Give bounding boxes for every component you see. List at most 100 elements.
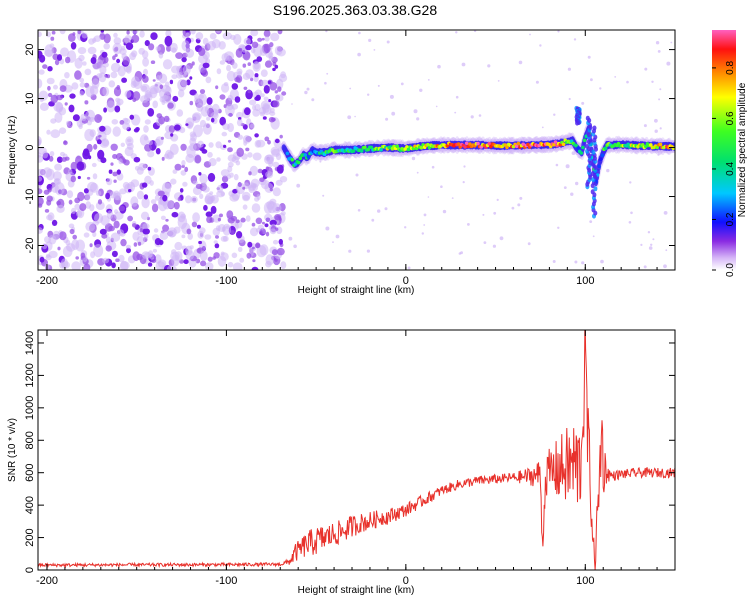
noise-blob (135, 127, 140, 132)
noise-dot (529, 33, 531, 36)
noise-blob (139, 228, 143, 233)
noise-dot (557, 226, 560, 229)
noise-blob (42, 243, 48, 250)
noise-blob (105, 236, 111, 244)
noise-blob (151, 203, 159, 213)
ridge-core (600, 153, 605, 157)
noise-blob (118, 158, 123, 165)
noise-blob (84, 128, 95, 142)
noise-blob (254, 103, 261, 112)
noise-blob (234, 96, 241, 103)
noise-blob (47, 188, 52, 193)
noise-blob (49, 151, 55, 157)
noise-blob (144, 144, 152, 152)
noise-blob (182, 64, 191, 75)
noise-blob (210, 194, 219, 204)
noise-blob (70, 175, 77, 183)
noise-blob (281, 91, 287, 96)
noise-dot (440, 185, 443, 188)
noise-blob (55, 102, 64, 113)
noise-dot (493, 211, 497, 215)
ridge-core (303, 153, 308, 157)
colorbar-tick-label: 0.8 (725, 61, 736, 75)
noise-blob (39, 256, 45, 263)
noise-blob (239, 257, 245, 263)
noise-blob (139, 30, 145, 38)
noise-dot (657, 50, 661, 53)
noise-blob (105, 245, 112, 252)
noise-blob (56, 204, 65, 213)
noise-blob (68, 33, 76, 42)
noise-blob (74, 203, 81, 210)
noise-blob (236, 147, 244, 157)
noise-blob (132, 251, 140, 262)
noise-blob (230, 216, 238, 221)
noise-blob (120, 261, 130, 270)
noise-dot (654, 129, 658, 133)
noise-dot (567, 67, 572, 71)
noise-dot (518, 60, 523, 65)
noise-blob (100, 30, 104, 33)
noise-blob (115, 258, 120, 263)
noise-blob (50, 36, 55, 41)
noise-blob (219, 60, 226, 65)
noise-blob (46, 183, 53, 191)
noise-dot (411, 156, 416, 161)
noise-blob (205, 211, 213, 218)
noise-blob (226, 70, 236, 82)
noise-blob (247, 62, 252, 66)
noise-blob (99, 139, 110, 148)
noise-dot (658, 98, 661, 101)
noise-blob (85, 193, 91, 201)
noise-blob (260, 69, 268, 77)
ridge-core (476, 141, 480, 146)
noise-blob (102, 86, 110, 97)
noise-blob (130, 179, 140, 188)
noise-blob (199, 250, 208, 261)
noise-blob (274, 138, 280, 144)
noise-dot (492, 244, 496, 248)
noise-blob (80, 252, 86, 259)
noise-blob (195, 183, 203, 190)
noise-dot (517, 203, 521, 207)
ridge-core (296, 160, 301, 165)
x-tick-label: -200 (36, 275, 58, 287)
noise-blob (79, 203, 87, 212)
noise-blob (214, 243, 220, 249)
noise-dot (354, 115, 356, 118)
noise-blob (46, 77, 55, 85)
x-tick-label: -100 (215, 275, 237, 287)
noise-blob (154, 195, 160, 201)
noise-dot (455, 95, 459, 99)
y-tick-label: -10 (24, 189, 36, 205)
noise-blob (213, 252, 220, 259)
noise-dot (288, 236, 293, 241)
noise-blob (86, 176, 91, 180)
noise-blob (197, 140, 204, 148)
noise-blob (257, 168, 263, 174)
noise-dot (650, 243, 653, 246)
noise-blob (38, 188, 43, 195)
noise-blob (232, 62, 238, 69)
noise-blob (120, 238, 127, 247)
noise-blob (38, 31, 42, 37)
ridge-core (626, 142, 630, 147)
noise-blob (53, 84, 58, 90)
noise-blob (177, 197, 182, 202)
noise-blob (66, 120, 72, 126)
spectrogram-ylabel: Frequency (Hz) (7, 116, 18, 185)
noise-blob (47, 212, 55, 222)
noise-blob (264, 182, 274, 193)
noise-blob (198, 240, 203, 245)
noise-blob (65, 56, 71, 64)
noise-dot (606, 168, 610, 173)
noise-blob (121, 53, 127, 60)
noise-dot (581, 261, 585, 265)
noise-blob (180, 143, 187, 151)
noise-dot (651, 80, 654, 84)
noise-dot (654, 118, 658, 123)
noise-blob (125, 65, 132, 74)
noise-blob (264, 136, 270, 142)
noise-blob (220, 251, 225, 256)
noise-dot (663, 264, 667, 269)
